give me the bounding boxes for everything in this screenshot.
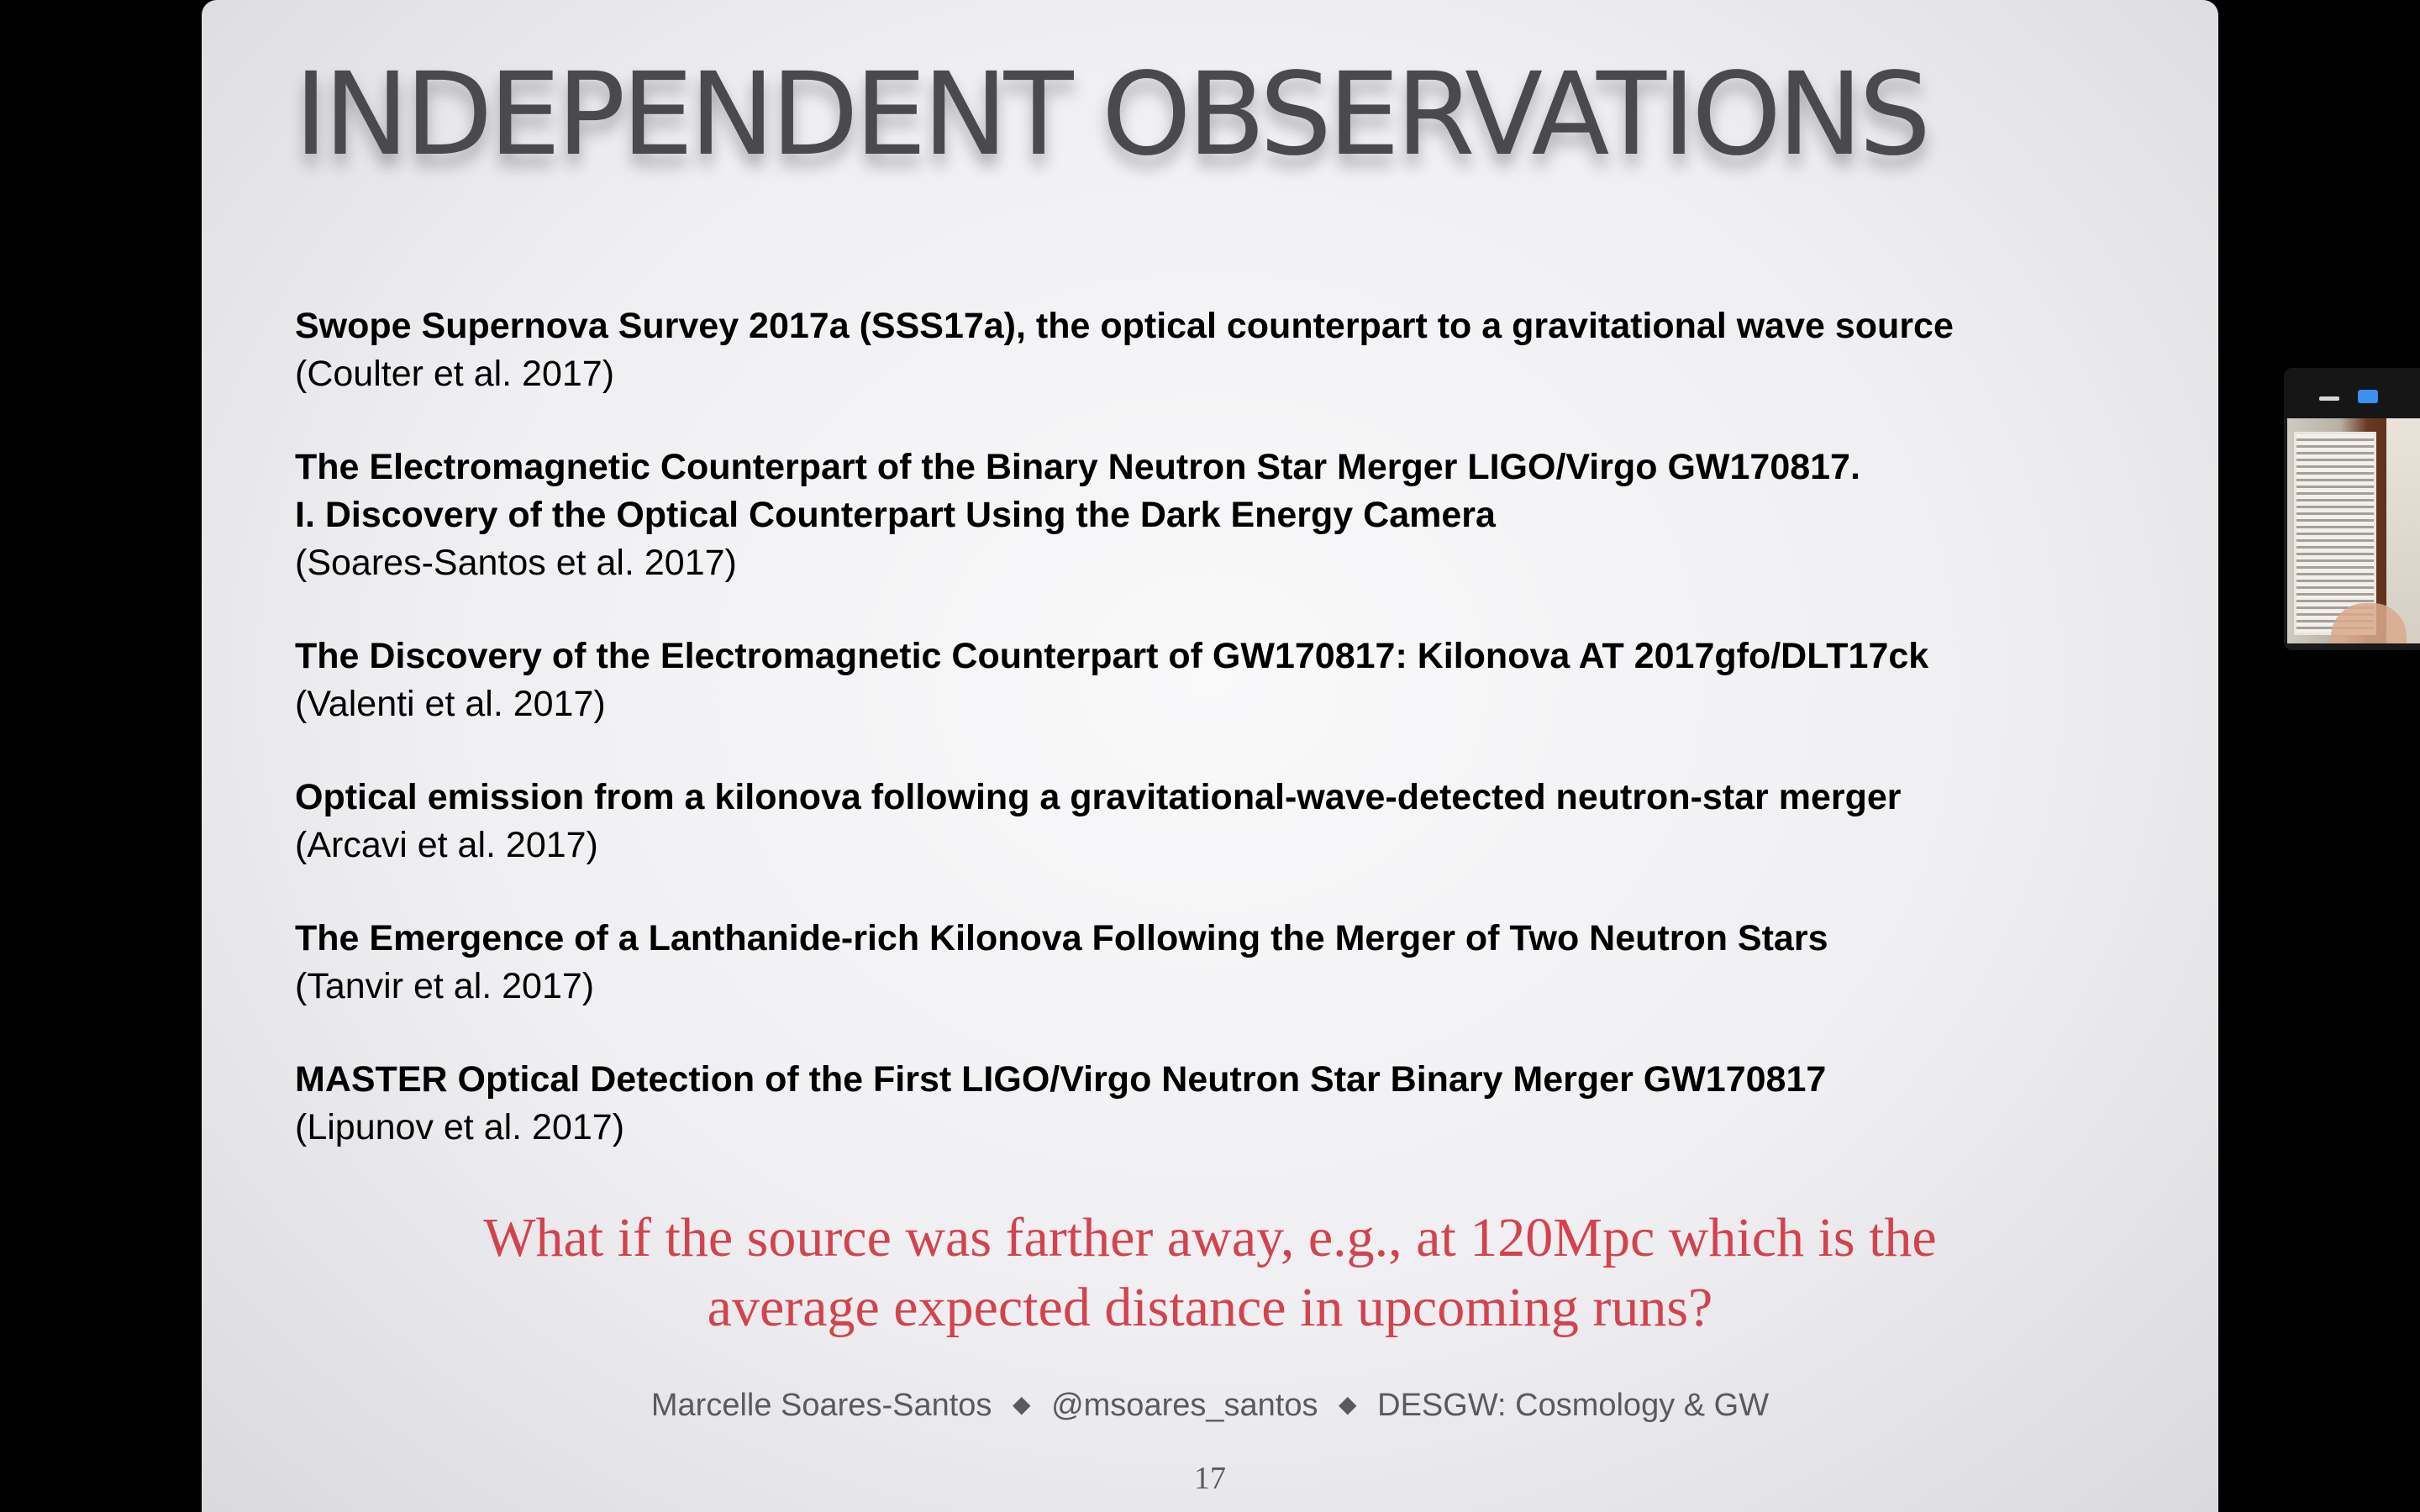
reference-item: MASTER Optical Detection of the First LI… — [295, 1056, 2186, 1152]
video-panel-controls — [2284, 368, 2420, 418]
highlight-question: What if the source was farther away, e.g… — [202, 1203, 2218, 1342]
reference-citation: (Soares-Santos et al. 2017) — [295, 543, 737, 583]
reference-citation: (Tanvir et al. 2017) — [295, 966, 595, 1006]
footer-author: Marcelle Soares-Santos — [650, 1388, 992, 1423]
reference-title: The Discovery of the Electromagnetic Cou… — [295, 636, 1929, 676]
slide-page-number: 17 — [1194, 1461, 1226, 1496]
presentation-slide: INDEPENDENT OBSERVATIONS Swope Supernova… — [202, 0, 2218, 1512]
video-thumbnail-panel[interactable] — [2284, 368, 2420, 650]
reference-title: MASTER Optical Detection of the First LI… — [295, 1059, 1827, 1100]
reference-item: The Electromagnetic Counterpart of the B… — [295, 444, 2186, 587]
reference-list: Swope Supernova Survey 2017a (SSS17a), t… — [295, 302, 2186, 1197]
reference-item: The Emergence of a Lanthanide-rich Kilon… — [295, 915, 2186, 1011]
restore-icon[interactable] — [2358, 390, 2378, 403]
reference-title: The Electromagnetic Counterpart of the B… — [295, 447, 1860, 535]
diamond-icon: ◆ — [1012, 1391, 1031, 1417]
reference-citation: (Lipunov et al. 2017) — [295, 1107, 625, 1147]
diamond-icon: ◆ — [1339, 1391, 1357, 1417]
hand-image — [2331, 603, 2407, 643]
webcam-feed[interactable] — [2287, 418, 2420, 643]
minimize-icon[interactable] — [2319, 396, 2339, 401]
question-line-2: average expected distance in upcoming ru… — [707, 1277, 1713, 1338]
wall-image — [2386, 418, 2420, 643]
window-blinds-image — [2294, 432, 2376, 635]
slide-title: INDEPENDENT OBSERVATIONS — [294, 49, 1931, 181]
reference-citation: (Coulter et al. 2017) — [295, 354, 615, 394]
reference-citation: (Arcavi et al. 2017) — [295, 825, 598, 865]
reference-item: The Discovery of the Electromagnetic Cou… — [295, 633, 2186, 728]
reference-title: Optical emission from a kilonova followi… — [295, 777, 1902, 817]
reference-title: The Emergence of a Lanthanide-rich Kilon… — [295, 918, 1828, 958]
reference-title: Swope Supernova Survey 2017a (SSS17a), t… — [295, 306, 1954, 346]
reference-item: Optical emission from a kilonova followi… — [295, 774, 2186, 869]
reference-item: Swope Supernova Survey 2017a (SSS17a), t… — [295, 302, 2186, 398]
question-line-1: What if the source was farther away, e.g… — [483, 1207, 1937, 1268]
footer-handle: @msoares_santos — [1051, 1388, 1318, 1423]
footer-talk-title: DESGW: Cosmology & GW — [1377, 1388, 1770, 1423]
reference-citation: (Valenti et al. 2017) — [295, 684, 606, 724]
slide-footer: Marcelle Soares-Santos ◆ @msoares_santos… — [202, 1388, 2218, 1424]
